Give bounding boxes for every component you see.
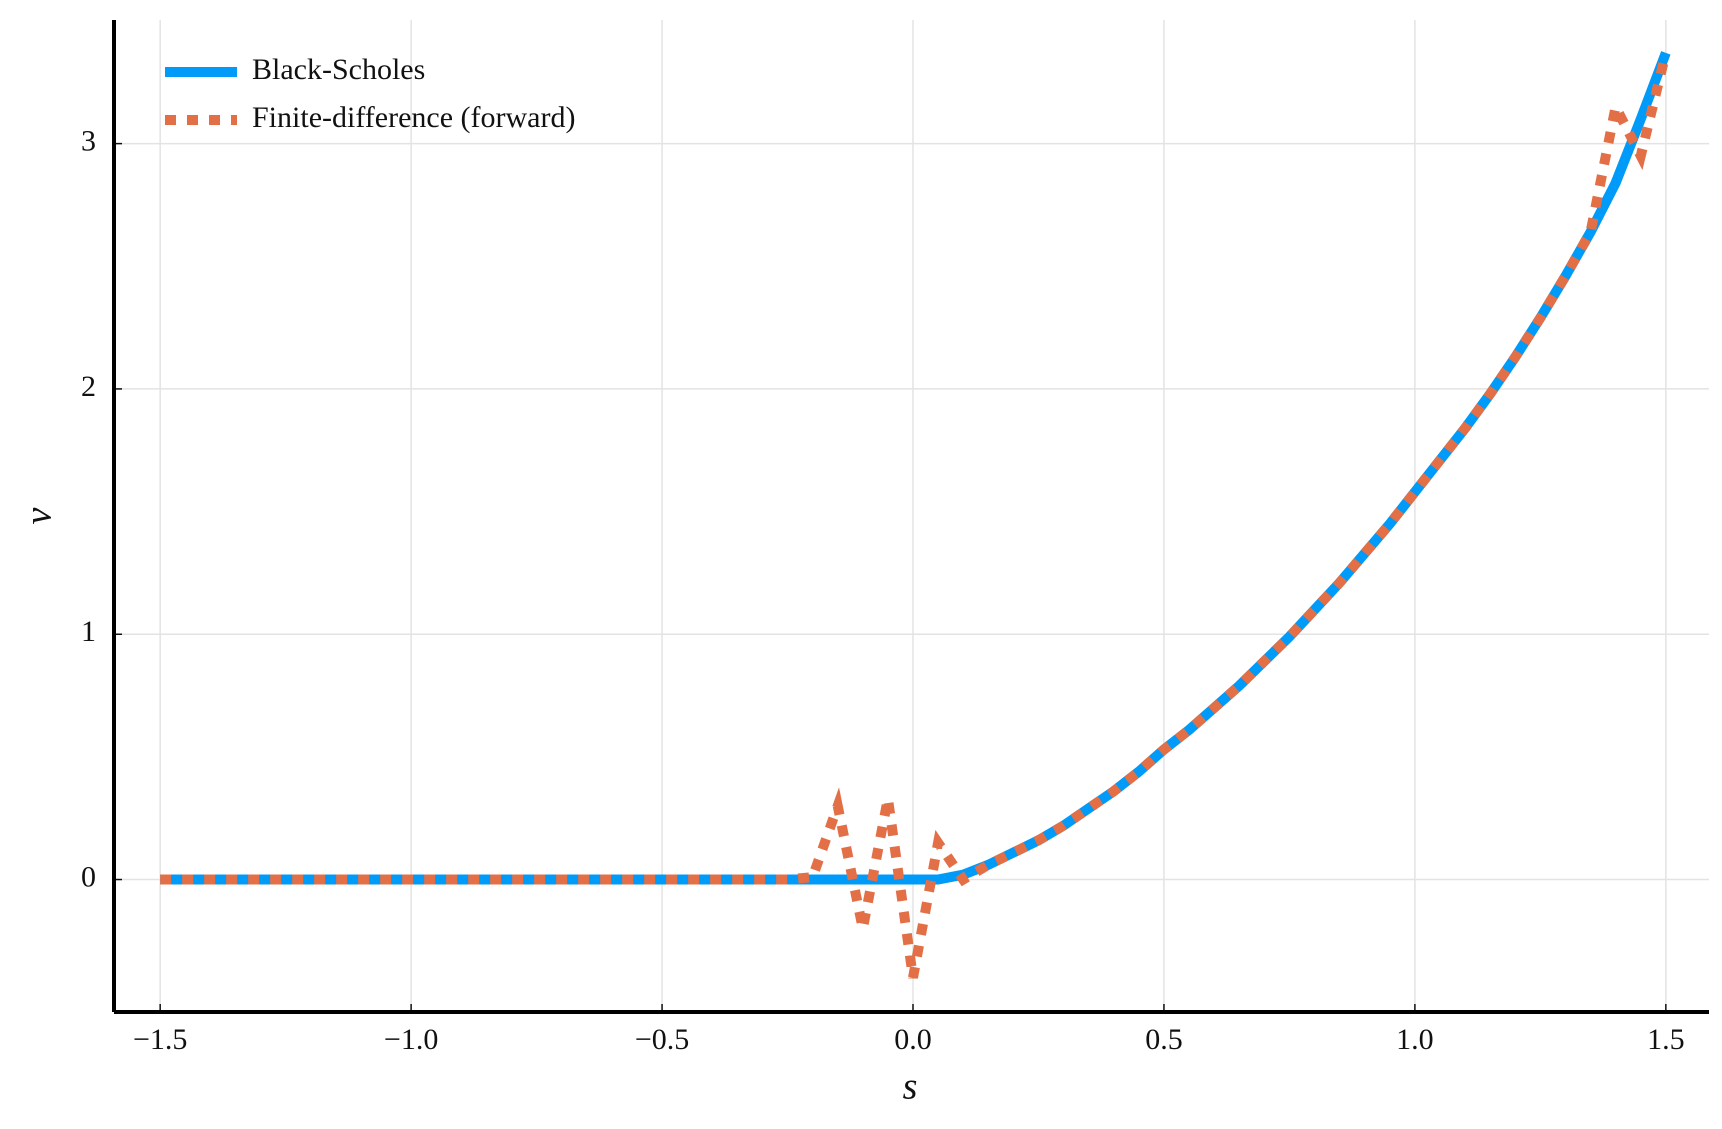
x-tick-label: 0.0	[894, 1023, 932, 1056]
x-tick-label: −1.5	[133, 1023, 187, 1056]
legend-label: Finite-difference (forward)	[252, 101, 575, 134]
y-tick-label: 1	[81, 615, 96, 648]
x-tick-label: 1.0	[1396, 1023, 1434, 1056]
x-tick-label: −1.0	[384, 1023, 438, 1056]
x-tick-label: −0.5	[635, 1023, 689, 1056]
series-line	[160, 51, 1671, 979]
x-tick-label: 0.5	[1145, 1023, 1183, 1056]
legend-label: Black-Scholes	[252, 53, 425, 86]
x-axis-title: s	[903, 1066, 918, 1108]
y-axis-title: v	[18, 507, 60, 524]
x-tick-label: 1.5	[1647, 1023, 1685, 1056]
y-tick-label: 0	[81, 860, 96, 893]
y-tick-label: 3	[81, 125, 96, 158]
y-tick-label: 2	[81, 370, 96, 403]
